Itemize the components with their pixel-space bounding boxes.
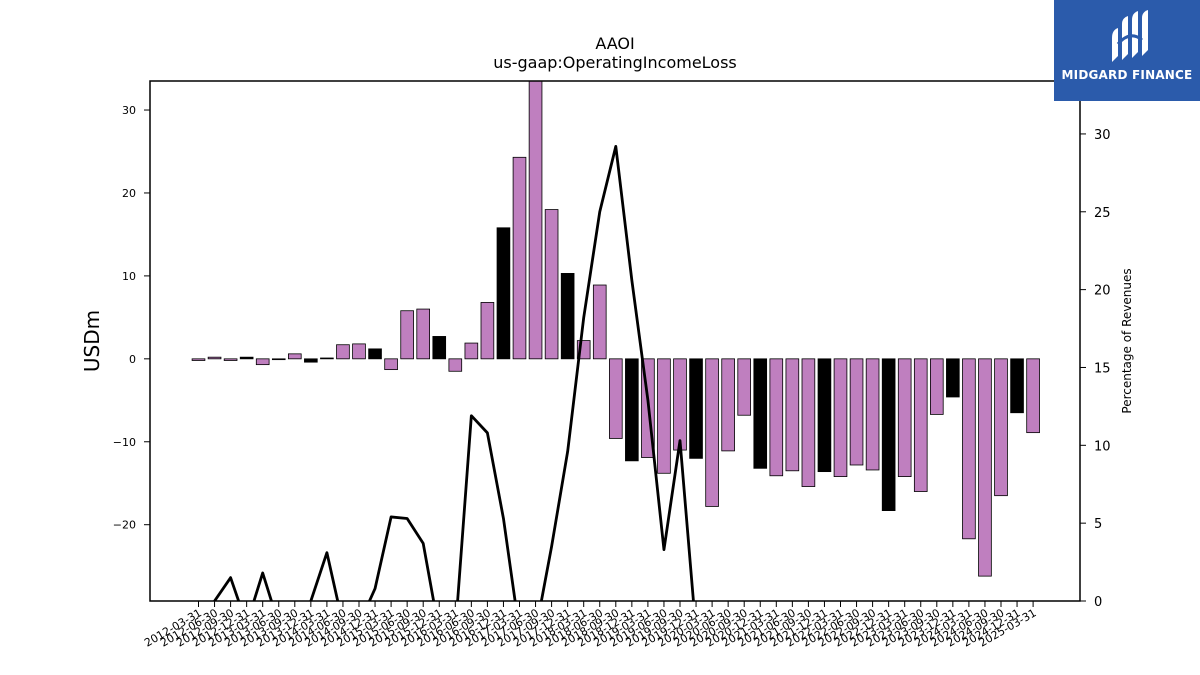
bar — [496, 227, 511, 360]
bar — [400, 310, 414, 360]
logo-text: MIDGARD FINANCE — [1061, 68, 1193, 82]
bar — [978, 358, 992, 577]
bar — [881, 358, 896, 511]
bar — [849, 358, 864, 466]
bar — [705, 358, 719, 507]
bar — [336, 344, 350, 360]
right-tick-label: 25 — [1094, 206, 1111, 221]
chart-title: AAOI — [595, 34, 634, 53]
bar — [1010, 358, 1024, 414]
bar — [304, 358, 318, 363]
right-tick-label: 0 — [1094, 595, 1102, 610]
right-axis: 0 5 10 15 20 25 30 — [1080, 128, 1111, 610]
left-tick-label: −10 — [113, 436, 136, 449]
bar — [769, 358, 784, 477]
bar — [930, 358, 944, 415]
bar — [657, 358, 671, 474]
bar — [785, 358, 800, 472]
bar — [223, 358, 238, 361]
bar — [528, 81, 543, 360]
bar — [721, 358, 735, 452]
bar — [609, 358, 623, 439]
y-axis-right-label: Percentage of Revenues — [1120, 268, 1134, 413]
line-series — [212, 144, 695, 601]
midgard-finance-logo: MIDGARD FINANCE — [1054, 0, 1200, 101]
bar — [207, 356, 222, 360]
bar — [689, 358, 703, 459]
bar — [897, 358, 912, 477]
bar — [946, 358, 960, 398]
bar — [239, 356, 254, 360]
left-axis: −20 −10 0 10 20 30 — [113, 104, 150, 532]
bar — [271, 358, 286, 361]
bar — [544, 209, 559, 360]
left-tick-label: 10 — [122, 270, 136, 283]
bar — [352, 343, 366, 360]
logo-mark-icon — [1112, 10, 1148, 62]
line-layer — [212, 144, 695, 601]
bar — [962, 358, 976, 540]
x-axis: 2012-03-312012-06-302012-09-302012-12-31… — [142, 601, 1039, 650]
bar — [320, 357, 334, 360]
plot-frame — [149, 80, 1081, 602]
right-tick-label: 5 — [1094, 517, 1102, 532]
right-tick-label: 15 — [1094, 361, 1111, 376]
right-tick-label: 30 — [1094, 128, 1111, 143]
chart-subtitle: us-gaap:OperatingIncomeLoss — [493, 53, 737, 72]
bar — [865, 358, 880, 471]
right-tick-label: 10 — [1094, 439, 1111, 454]
y-axis-label: USDm — [80, 310, 104, 372]
left-tick-label: 30 — [122, 104, 136, 117]
bar — [448, 358, 463, 372]
bar — [191, 358, 206, 361]
right-tick-label: 20 — [1094, 284, 1111, 299]
left-tick-label: 0 — [129, 353, 136, 366]
bar — [464, 342, 479, 360]
bar — [801, 358, 816, 487]
bar — [368, 348, 382, 360]
bar — [913, 358, 928, 492]
bar — [817, 358, 832, 473]
bar — [1026, 358, 1040, 434]
bar — [625, 358, 639, 462]
left-tick-label: 20 — [122, 187, 136, 200]
bar — [592, 284, 607, 360]
bar — [994, 358, 1008, 497]
bar — [673, 358, 687, 451]
bar — [384, 358, 398, 371]
bar — [512, 156, 527, 360]
bar — [560, 273, 575, 360]
bar — [833, 358, 848, 477]
bar-layer — [191, 81, 1040, 577]
bar — [480, 302, 495, 360]
left-tick-label: −20 — [113, 519, 136, 532]
bar — [287, 353, 302, 360]
bar — [737, 358, 751, 416]
bar — [753, 358, 768, 469]
bar — [416, 308, 430, 360]
bar — [255, 358, 270, 366]
bar — [432, 336, 447, 360]
